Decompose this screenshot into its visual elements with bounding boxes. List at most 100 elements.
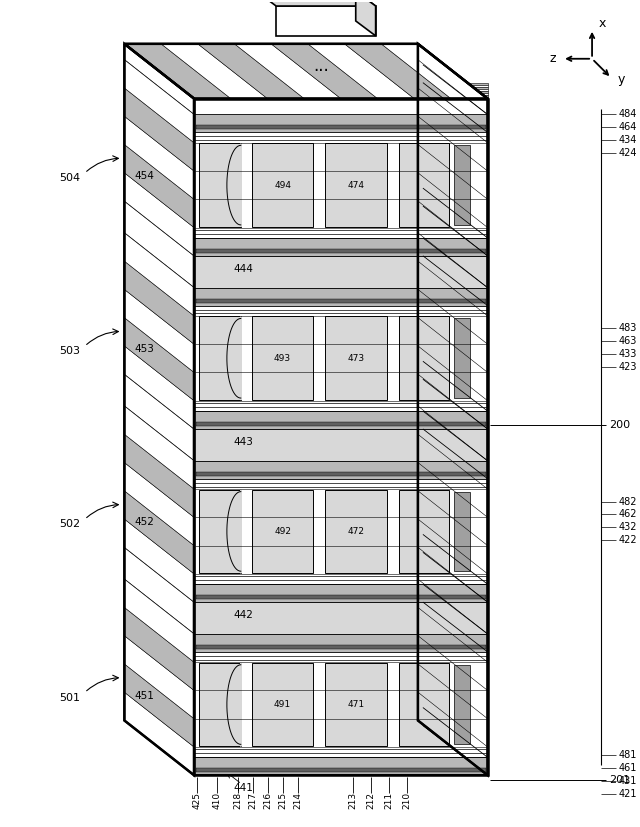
Bar <box>454 318 470 398</box>
Bar <box>196 249 486 253</box>
Bar <box>252 317 314 400</box>
Bar <box>399 317 449 400</box>
Text: 217: 217 <box>248 791 257 809</box>
Bar <box>196 422 486 426</box>
Text: 472: 472 <box>348 527 365 536</box>
Bar <box>199 317 241 400</box>
Bar <box>194 758 488 775</box>
Text: y: y <box>617 73 625 86</box>
Text: 218: 218 <box>234 791 243 809</box>
Text: 452: 452 <box>134 518 154 528</box>
Text: 216: 216 <box>263 791 272 809</box>
Polygon shape <box>124 145 194 227</box>
Bar <box>194 97 488 98</box>
Bar <box>325 662 387 746</box>
Text: x: x <box>598 17 605 31</box>
Polygon shape <box>124 636 194 719</box>
Text: 410: 410 <box>212 791 221 809</box>
Bar <box>194 84 488 87</box>
Polygon shape <box>124 579 194 662</box>
Polygon shape <box>418 44 488 775</box>
Text: 481: 481 <box>619 750 637 760</box>
Polygon shape <box>124 60 194 256</box>
Text: 421: 421 <box>619 789 637 799</box>
Text: 442: 442 <box>234 610 253 620</box>
Bar <box>252 143 314 227</box>
Text: 463: 463 <box>619 337 637 347</box>
Polygon shape <box>124 434 194 517</box>
Text: 443: 443 <box>234 437 253 447</box>
Polygon shape <box>124 117 194 199</box>
Text: 503: 503 <box>59 347 80 356</box>
Bar <box>196 299 486 303</box>
Polygon shape <box>124 664 194 747</box>
Polygon shape <box>124 261 194 344</box>
Bar <box>252 490 314 573</box>
Bar <box>196 595 486 599</box>
Text: 200: 200 <box>609 420 630 430</box>
Polygon shape <box>344 44 451 98</box>
Polygon shape <box>124 692 194 775</box>
Text: 461: 461 <box>619 763 637 773</box>
Polygon shape <box>198 44 304 98</box>
Bar <box>325 143 387 227</box>
Text: 434: 434 <box>619 136 637 146</box>
Bar <box>194 486 488 576</box>
Bar <box>194 660 488 749</box>
Bar <box>194 634 488 652</box>
Text: 425: 425 <box>193 791 202 809</box>
Bar <box>194 98 488 775</box>
Bar <box>399 662 449 746</box>
Polygon shape <box>124 233 194 316</box>
Text: 491: 491 <box>274 700 291 709</box>
Bar <box>194 87 488 88</box>
Bar <box>194 602 488 634</box>
Polygon shape <box>124 44 488 98</box>
Text: 502: 502 <box>59 519 80 529</box>
Bar <box>199 143 241 227</box>
Text: 482: 482 <box>619 496 637 507</box>
Bar <box>196 645 486 649</box>
Polygon shape <box>124 289 194 372</box>
Text: 214: 214 <box>293 791 302 809</box>
Bar <box>194 94 488 97</box>
Bar <box>454 665 470 744</box>
Bar <box>252 662 314 746</box>
Bar <box>194 98 488 775</box>
Bar <box>199 662 241 746</box>
Polygon shape <box>124 44 231 98</box>
Polygon shape <box>124 406 194 602</box>
Text: 462: 462 <box>619 509 637 519</box>
Text: 451: 451 <box>134 691 154 700</box>
Text: 424: 424 <box>619 148 637 158</box>
Bar <box>194 93 488 94</box>
Text: 464: 464 <box>619 122 637 132</box>
Bar <box>194 584 488 602</box>
Bar <box>194 461 488 479</box>
Text: 433: 433 <box>619 349 637 359</box>
Text: 454: 454 <box>134 171 154 181</box>
Polygon shape <box>124 406 194 489</box>
Text: 494: 494 <box>274 180 291 189</box>
Bar <box>194 88 488 91</box>
Bar <box>194 256 488 288</box>
Bar <box>194 114 488 132</box>
Bar <box>199 490 241 573</box>
Polygon shape <box>124 490 194 574</box>
Text: 432: 432 <box>619 523 637 533</box>
Polygon shape <box>356 0 376 36</box>
Text: 441: 441 <box>234 783 253 793</box>
Bar <box>399 143 449 227</box>
Bar <box>194 429 488 461</box>
Text: 492: 492 <box>274 527 291 536</box>
Polygon shape <box>381 44 488 98</box>
Text: 504: 504 <box>59 173 80 183</box>
Polygon shape <box>124 233 194 429</box>
Polygon shape <box>271 44 378 98</box>
Text: 501: 501 <box>59 692 80 703</box>
Bar <box>325 490 387 573</box>
Polygon shape <box>124 519 194 602</box>
Polygon shape <box>124 60 194 143</box>
Text: ...: ... <box>313 57 329 75</box>
Bar <box>194 411 488 429</box>
